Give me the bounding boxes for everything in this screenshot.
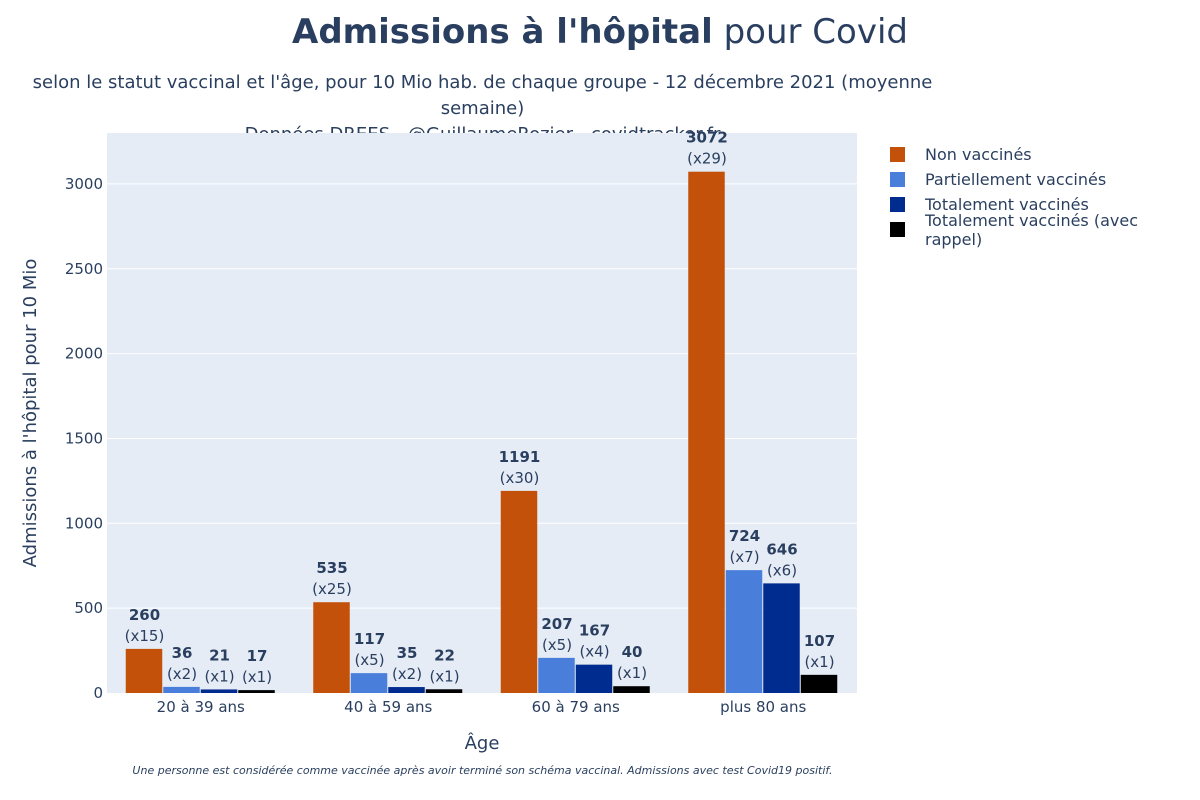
bar-ratio-label: (x15) <box>125 627 165 645</box>
bar-value-label: 35 <box>397 644 418 662</box>
bar-value-label: 207 <box>541 615 572 633</box>
bar <box>500 490 538 693</box>
bar-ratio-label: (x25) <box>312 580 352 598</box>
legend-item[interactable]: Non vaccinés <box>890 142 1200 167</box>
legend-item[interactable]: Totalement vaccinés (avec rappel) <box>890 211 1200 249</box>
bar-ratio-label: (x6) <box>767 561 797 579</box>
bar-value-label: 724 <box>729 527 760 545</box>
bar <box>125 648 163 693</box>
bar <box>763 583 800 693</box>
chart-title: Admissions à l'hôpital pour Covid <box>0 12 1200 52</box>
bar-value-label: 107 <box>804 632 835 650</box>
bar-value-label: 167 <box>579 622 610 640</box>
bar-ratio-label: (x4) <box>579 643 609 661</box>
bar <box>388 687 425 693</box>
bar <box>200 689 238 693</box>
bar <box>688 171 725 693</box>
y-tick-label: 2000 <box>65 345 103 363</box>
subtitle-line-1: selon le statut vaccinal et l'âge, pour … <box>32 72 933 119</box>
bar-ratio-label: (x5) <box>542 636 572 654</box>
chart-title-bold: Admissions à l'hôpital <box>292 12 713 52</box>
y-tick-label: 3000 <box>65 175 103 193</box>
legend-item[interactable]: Totalement vaccinés <box>890 192 1200 217</box>
bar-value-label: 17 <box>247 647 268 665</box>
bar-ratio-label: (x1) <box>204 667 234 685</box>
legend-swatch <box>890 197 905 212</box>
bar <box>575 664 613 693</box>
legend-label: Totalement vaccinés (avec rappel) <box>924 210 1138 249</box>
bar-value-label: 36 <box>172 644 193 662</box>
bar <box>725 570 763 693</box>
legend-label: Partiellement vaccinés <box>925 170 1107 189</box>
x-tick-label: 40 à 59 ans <box>344 698 432 716</box>
y-tick-label: 0 <box>93 684 103 702</box>
bar-value-label: 3072 <box>686 129 728 147</box>
legend-swatch <box>890 172 905 187</box>
x-axis-title: Âge <box>465 732 500 754</box>
bar-ratio-label: (x1) <box>429 667 459 685</box>
bar-ratio-label: (x2) <box>392 665 422 683</box>
legend-label: Totalement vaccinés <box>925 195 1089 214</box>
bar-ratio-label: (x1) <box>804 653 834 671</box>
bar-ratio-label: (x5) <box>354 651 384 669</box>
bar-value-label: 260 <box>129 606 160 624</box>
y-tick-label: 2500 <box>65 260 103 278</box>
legend-label: Non vaccinés <box>925 145 1032 164</box>
chart-title-rest: pour Covid <box>712 12 908 52</box>
bar <box>538 657 575 693</box>
legend-swatch <box>890 147 905 162</box>
x-tick-label: plus 80 ans <box>720 698 806 716</box>
bar <box>425 689 463 693</box>
bar-value-label: 21 <box>209 646 230 664</box>
bar-ratio-label: (x1) <box>242 668 272 686</box>
x-tick-label: 20 à 39 ans <box>157 698 245 716</box>
legend-swatch <box>890 222 905 237</box>
bar-ratio-label: (x2) <box>167 665 197 683</box>
bar <box>350 673 388 693</box>
bar-value-label: 646 <box>766 540 797 558</box>
bar-value-label: 40 <box>622 643 643 661</box>
bar-value-label: 22 <box>434 646 455 664</box>
footnote: Une personne est considérée comme vaccin… <box>132 764 833 777</box>
bar-value-label: 117 <box>354 630 385 648</box>
bar <box>613 686 650 693</box>
bar <box>800 674 838 693</box>
bar-ratio-label: (x1) <box>617 664 647 682</box>
bar <box>163 686 200 693</box>
bar <box>313 602 350 693</box>
y-tick-label: 500 <box>74 599 103 617</box>
legend-item[interactable]: Partiellement vaccinés <box>890 167 1200 192</box>
bar-value-label: 535 <box>316 559 347 577</box>
y-tick-label: 1500 <box>65 429 103 447</box>
y-tick-label: 1000 <box>65 514 103 532</box>
bar-ratio-label: (x7) <box>729 548 759 566</box>
bar-ratio-label: (x29) <box>687 150 727 168</box>
legend: Non vaccinés Partiellement vaccinés Totale… <box>890 142 1200 249</box>
y-axis-title: Admissions à l'hôpital pour 10 Mio <box>20 259 41 568</box>
bar-value-label: 1191 <box>499 448 541 466</box>
x-tick-label: 60 à 79 ans <box>532 698 620 716</box>
bar <box>238 690 275 693</box>
bar-ratio-label: (x30) <box>500 469 540 487</box>
